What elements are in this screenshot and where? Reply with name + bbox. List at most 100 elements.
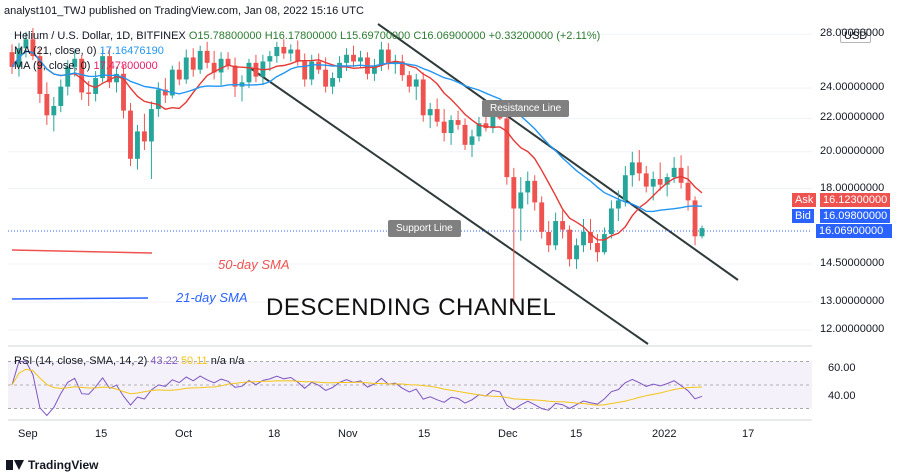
currency-selector[interactable]: USD [840,29,872,43]
last-price-tag: 16.06900000 [816,224,892,238]
candle-body [525,180,531,193]
rsi-label-40: 40.00 [828,390,856,402]
legend-ma21-row[interactable]: MA (21, close, 0) 17.16476190 [14,45,164,57]
candle-body [511,177,517,209]
candle-body [288,49,294,54]
rsi-legend-label: RSI (14, close, SMA, 14, 2) [14,355,148,367]
candle-body [128,110,133,159]
candle-body [72,58,78,67]
candle-body [65,66,71,87]
time-axis-label: Sep [18,428,38,440]
candle-body [413,79,419,87]
legend-ma9-row[interactable]: MA (9, close, 0) 17.47800000 [14,60,158,72]
candle-body [608,208,614,235]
candle-body [330,78,336,87]
candle-body [23,39,29,49]
candle-body [114,73,119,83]
candle-body [169,69,175,96]
legend-change: +0.33200000 (+2.11%) [488,30,601,42]
candle-body [629,162,635,176]
candle-body [176,69,182,80]
bid-value: 16.09800000 [820,209,890,223]
price-axis-label: 18.00000000 [820,181,885,194]
ask-tag: Ask [792,193,817,207]
time-axis-label: Dec [498,428,518,440]
candle-body [211,62,217,73]
candle-body [643,173,649,187]
legend-ma9-label: MA (9, close, 0) [14,60,91,72]
rsi-line [11,360,703,417]
legend-open: O15.78800000 [188,30,262,42]
candle-body [135,131,140,159]
candle-body [253,62,259,77]
candle-body [260,61,266,77]
rsi-sma-value: 50.11 [180,355,208,367]
tradingview-footer[interactable]: TradingView [6,458,98,472]
candle-body [441,121,447,134]
candle-body [574,245,579,260]
candle-body [316,61,322,70]
time-axis-label: 15 [418,428,431,440]
moving-averages [11,50,703,241]
sma50-legend-line [11,249,153,254]
candle-body [309,61,315,80]
candle-body [462,124,468,145]
candles-group [9,28,705,305]
candle-body [323,69,329,87]
candle-body [86,92,92,94]
time-axis-label: 17 [742,428,755,440]
candle-body [121,73,126,111]
price-axis-label: 14.50000000 [820,257,885,270]
candle-body [427,109,433,116]
legend-close: C16.06900000 [413,30,486,42]
candle-body [601,234,607,253]
rsi-legend[interactable]: RSI (14, close, SMA, 14, 2) 43.22 50.11 … [14,355,244,367]
candle-body [476,123,482,137]
candle-body [678,167,684,183]
candle-body [225,58,231,66]
legend-ma9-value: 17.47800000 [93,60,158,72]
candle-body [406,75,412,87]
candle-body [51,105,57,116]
candle-body [344,54,349,63]
candle-body [581,231,586,246]
legend-symbol: Helium / U.S. Dollar, 1D, BITFINEX [14,30,186,42]
legend-ma21-value: 17.16476190 [99,45,164,57]
candle-body [358,57,363,62]
sma50-label: 50-day SMA [218,257,290,272]
candle-body [148,109,154,142]
candle-body [274,46,280,57]
tradingview-logo-icon [6,460,24,470]
legend-low: L15.69700000 [339,30,411,42]
resistance-line [377,23,739,281]
candle-body [162,89,168,96]
publish-header: analyst101_TWJ published on TradingView.… [4,5,364,17]
candle-body [671,167,677,178]
candle-body [420,79,426,116]
candle-body [434,109,440,122]
time-axis-label: 2022 [652,428,677,440]
sma21-legend-line [11,297,149,300]
candle-body [615,200,621,209]
candle-body [93,78,99,94]
candle-body [337,62,343,79]
candle-body [9,52,15,67]
candle-body [246,62,252,83]
legend-symbol-row: Helium / U.S. Dollar, 1D, BITFINEX O15.7… [14,30,600,42]
candle-body [518,192,524,209]
candle-body [622,175,628,201]
candle-body [692,200,698,237]
time-axis-label: Nov [338,428,358,440]
candle-body [469,136,475,145]
candle-body [141,131,147,142]
candle-body [546,231,552,246]
candle-body [351,54,356,62]
rsi-value: 43.22 [150,355,178,367]
candle-body [37,56,43,94]
ma21-line [11,50,703,213]
candle-body [58,86,64,106]
candle-body [490,113,496,129]
rsi-na: n/a n/a [210,355,245,367]
candle-body [588,231,593,244]
